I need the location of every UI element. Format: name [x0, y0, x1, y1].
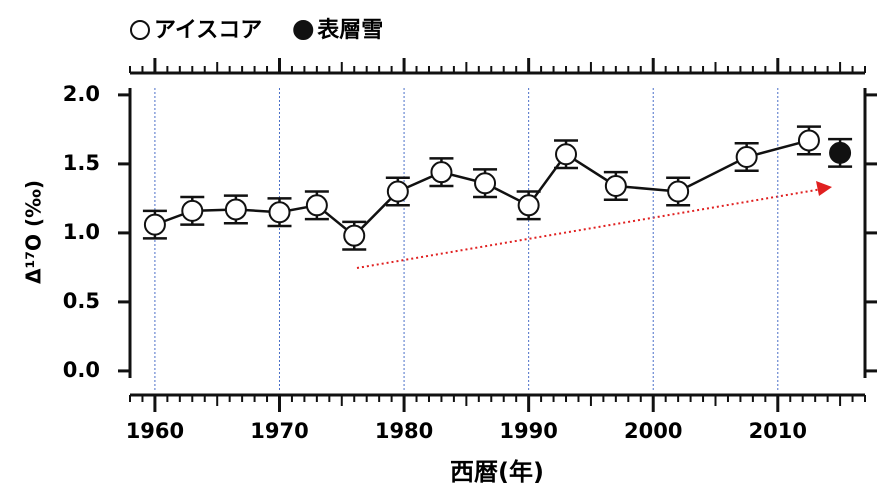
- trend-arrow-head: [816, 181, 832, 196]
- point: [667, 180, 690, 203]
- point: [604, 174, 627, 197]
- y-axis-label: Δ¹⁷O (‰): [22, 180, 46, 284]
- trend-arrow: [356, 188, 823, 269]
- x-tick-label: 1970: [250, 419, 308, 443]
- legend-label: 表層雪: [317, 18, 383, 43]
- point: [555, 143, 578, 166]
- point: [224, 198, 247, 221]
- point: [474, 172, 497, 195]
- legend-marker: [293, 20, 314, 40]
- y-tick-label: 2.0: [63, 82, 100, 106]
- x-tick-label: 1980: [375, 419, 433, 443]
- legend-label: アイスコア: [154, 18, 262, 43]
- x-tick-label: 1990: [499, 419, 557, 443]
- point: [143, 213, 166, 236]
- x-tick-label: 2000: [624, 419, 682, 443]
- point: [797, 129, 820, 152]
- point: [343, 224, 366, 247]
- point: [517, 194, 540, 217]
- legend-marker: [130, 20, 150, 40]
- point: [305, 194, 328, 217]
- x-tick-label: 1960: [126, 419, 184, 443]
- point: [181, 199, 204, 222]
- point: [386, 180, 409, 203]
- x-tick-label: 2010: [749, 419, 807, 443]
- point: [735, 146, 758, 169]
- point: [268, 201, 291, 224]
- x-axis-label: 西暦(年): [450, 458, 544, 486]
- point: [430, 161, 453, 184]
- y-tick-label: 1.5: [63, 151, 100, 175]
- y-tick-label: 0.5: [63, 289, 100, 313]
- point: [829, 141, 852, 164]
- y-tick-label: 1.0: [63, 220, 100, 244]
- y-tick-label: 0.0: [63, 358, 100, 382]
